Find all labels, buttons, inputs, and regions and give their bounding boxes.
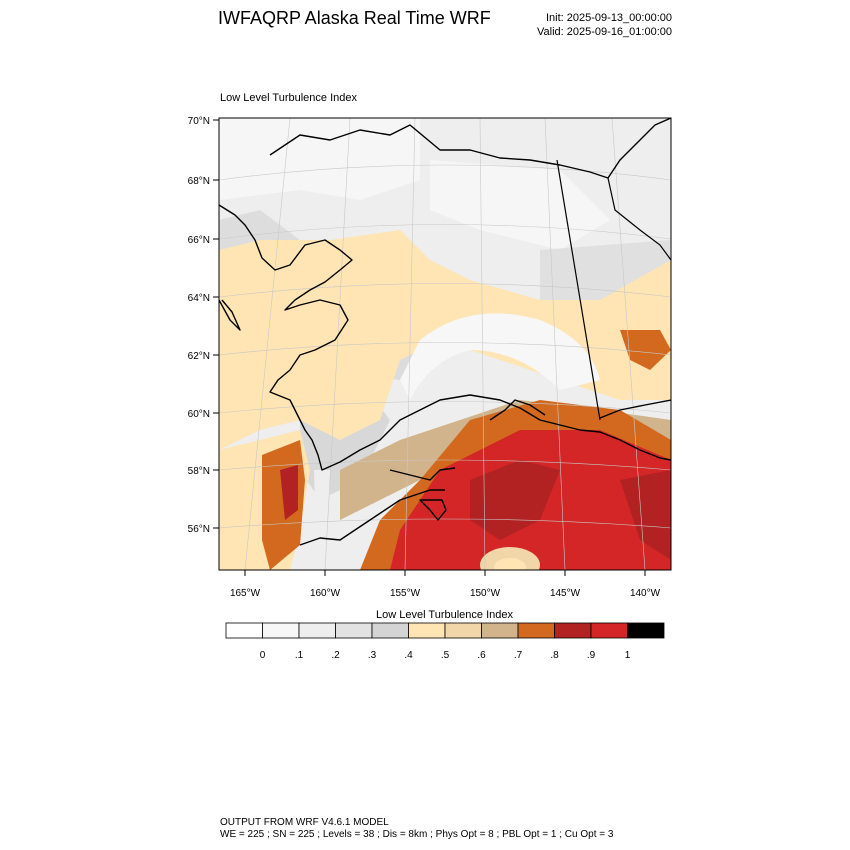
field-east-orange xyxy=(620,330,671,370)
colorbar-box xyxy=(590,622,628,639)
colorbar-box xyxy=(225,622,263,639)
map-field xyxy=(219,118,671,570)
lon-label-155: 155°W xyxy=(390,588,421,599)
colorbar-label: .5 xyxy=(440,650,450,661)
colorbar-box xyxy=(408,622,446,639)
lat-label-56: 56°N xyxy=(188,524,210,535)
colorbar-label: 0 xyxy=(259,650,266,661)
lat-label-62: 62°N xyxy=(188,351,210,362)
lon-label-140: 140°W xyxy=(630,588,661,599)
colorbar-box xyxy=(444,622,482,639)
model-footer-line2: WE = 225 ; SN = 225 ; Levels = 38 ; Dis … xyxy=(220,829,614,840)
lat-label-64: 64°N xyxy=(188,293,210,304)
page-title: IWFAQRP Alaska Real Time WRF xyxy=(218,8,491,28)
model-footer-line1: OUTPUT FROM WRF V4.6.1 MODEL xyxy=(220,817,389,828)
colorbar xyxy=(225,622,665,639)
lat-label-60: 60°N xyxy=(188,409,210,420)
field-bering-darkred xyxy=(280,465,298,520)
valid-time: Valid: 2025-09-16_01:00:00 xyxy=(537,26,672,38)
colorbar-label: .4 xyxy=(404,650,413,661)
colorbar-box xyxy=(335,622,373,639)
lon-ticks xyxy=(244,570,646,576)
lat-labels: 70°N 68°N 66°N 64°N 62°N 60°N 58°N 56°N xyxy=(188,116,210,535)
field-gulf-darkred-1 xyxy=(470,460,560,540)
colorbar-label: .1 xyxy=(294,650,304,661)
lat-label-68: 68°N xyxy=(188,176,210,187)
colorbar-label: .9 xyxy=(586,650,596,661)
coastlines xyxy=(219,118,671,546)
lon-label-145: 145°W xyxy=(550,588,581,599)
lat-label-66: 66°N xyxy=(188,235,210,246)
colorbar-label: .6 xyxy=(477,650,486,661)
colorbar-box xyxy=(517,622,555,639)
colorbar-box xyxy=(627,622,665,639)
colorbar-label: .3 xyxy=(367,650,377,661)
colorbar-label: .7 xyxy=(513,650,523,661)
field-range-white xyxy=(400,313,600,400)
lon-label-150: 150°W xyxy=(470,588,501,599)
lon-label-160: 160°W xyxy=(310,588,341,599)
map-frame xyxy=(218,117,672,571)
yukon-border xyxy=(607,177,671,261)
graticule xyxy=(219,118,671,570)
field-bering-grey xyxy=(314,470,330,545)
init-time: Init: 2025-09-13_00:00:00 xyxy=(546,12,672,24)
colorbar-box xyxy=(554,622,592,639)
lat-ticks xyxy=(213,119,219,529)
us-canada-border xyxy=(556,159,601,421)
lat-label-58: 58°N xyxy=(188,466,210,477)
colorbar-box xyxy=(298,622,336,639)
colorbar-box xyxy=(481,622,519,639)
colorbar-box xyxy=(262,622,300,639)
field-north-light xyxy=(219,118,420,200)
colorbar-label: 1 xyxy=(624,650,631,661)
colorbar-title: Low Level Turbulence Index xyxy=(376,609,513,621)
lon-labels: 165°W 160°W 155°W 150°W 145°W 140°W xyxy=(230,588,661,599)
field-interior-light xyxy=(430,160,610,250)
field-gulf-swirl-center xyxy=(494,558,526,570)
colorbar-label: .8 xyxy=(550,650,559,661)
map-title: Low Level Turbulence Index xyxy=(220,92,357,104)
field-gulf-darkred-2 xyxy=(620,470,671,560)
lat-label-70: 70°N xyxy=(188,116,210,127)
colorbar-label: .2 xyxy=(331,650,340,661)
lon-label-165: 165°W xyxy=(230,588,261,599)
colorbar-box xyxy=(371,622,409,639)
